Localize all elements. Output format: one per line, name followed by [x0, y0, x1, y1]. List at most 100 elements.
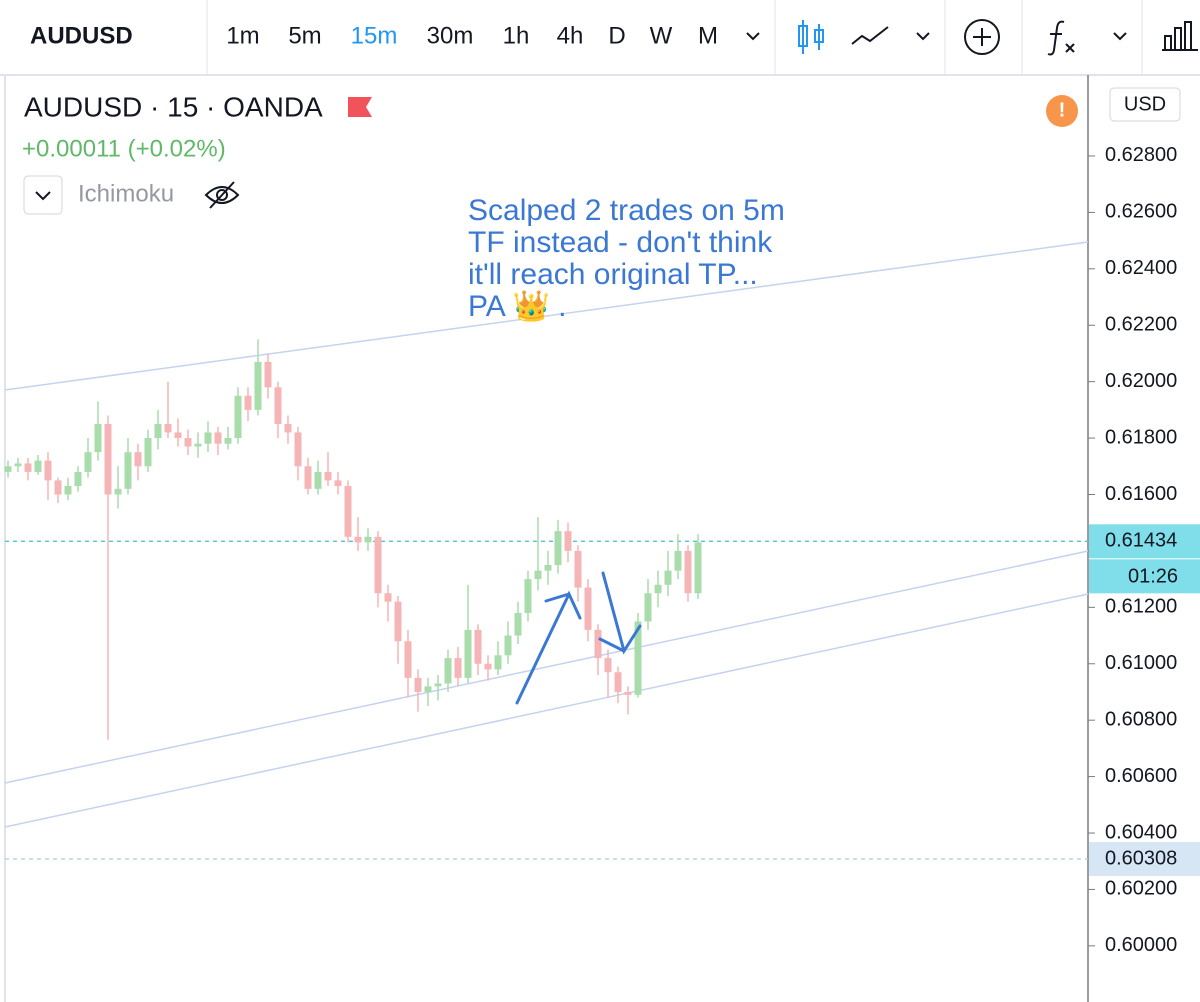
candle-body [94, 423, 102, 453]
candle-body [134, 452, 142, 467]
candle-body [634, 621, 642, 695]
arrows [515, 571, 642, 705]
candle-body [324, 471, 332, 481]
trend-line[interactable] [4, 593, 1089, 828]
currency-box[interactable] [1109, 87, 1181, 122]
annotation-line: it'll reach original TP... [468, 258, 758, 291]
candle-body [454, 658, 462, 678]
candle-body [254, 361, 262, 410]
candle-body [574, 550, 582, 588]
y-tick-label: 0.62400 [1105, 257, 1177, 279]
candle-body [374, 536, 382, 594]
interval[interactable]: W [650, 22, 673, 49]
y-tick-label: 0.62600 [1105, 201, 1177, 223]
currency[interactable]: USD [1124, 93, 1166, 115]
candle-body [544, 565, 552, 571]
candle-body [394, 601, 402, 642]
candle-body [614, 672, 622, 692]
candle-body [474, 629, 482, 664]
y-tick-label: 0.60000 [1105, 934, 1177, 956]
hide-icon[interactable] [204, 181, 240, 209]
arrow[interactable] [598, 637, 626, 653]
candle-body [294, 432, 302, 467]
candle-body [244, 395, 252, 410]
interval[interactable]: D [608, 22, 625, 49]
chevron [35, 191, 51, 201]
arrow[interactable] [544, 592, 571, 603]
candle-body [384, 593, 392, 602]
legend-change: +0.00011 (+0.02%) [22, 135, 226, 162]
candle-body [464, 629, 472, 678]
trend-line[interactable] [4, 550, 1089, 784]
annotation-line: PA 👑 . [468, 289, 567, 323]
candle-body [124, 452, 132, 489]
legend-title: AUDUSD · 15 · OANDA [24, 91, 323, 122]
y-tick-label: 0.60600 [1105, 765, 1177, 787]
line-icon[interactable] [851, 26, 889, 45]
fx-icon[interactable] [1047, 20, 1075, 56]
candle-body [84, 452, 92, 472]
interval[interactable]: 4h [557, 22, 584, 49]
candle-body [504, 635, 512, 656]
flag-icon[interactable] [348, 97, 372, 117]
drawings [4, 241, 1089, 828]
candle-body [554, 531, 562, 566]
annotation-line: TF instead - don't think [468, 226, 773, 259]
interval[interactable]: 15m [351, 22, 398, 49]
candle-body [354, 536, 362, 543]
candle-body [184, 438, 192, 447]
candle-body [344, 486, 352, 537]
interval[interactable]: 30m [427, 22, 474, 49]
candle-body [644, 593, 652, 622]
y-tick-label: 0.62000 [1105, 370, 1177, 392]
y-tick-label: 0.62200 [1105, 314, 1177, 336]
y-tick-label: 0.60800 [1105, 708, 1177, 730]
interval[interactable]: 5m [288, 22, 321, 49]
candle-body [174, 432, 182, 439]
chevron[interactable] [916, 32, 930, 41]
collapse-button[interactable] [23, 175, 63, 215]
candles [4, 339, 702, 740]
candle-body [524, 579, 532, 613]
candle-body [684, 550, 692, 594]
y-tick-label: 0.61200 [1105, 596, 1177, 618]
interval[interactable]: 1m [226, 22, 259, 49]
interval[interactable]: 1h [503, 22, 530, 49]
alert-mark: ! [1059, 99, 1066, 121]
candle-body [604, 658, 612, 673]
candle-body [424, 686, 432, 692]
candle-body [54, 480, 62, 495]
trend-line[interactable] [4, 241, 1089, 391]
chevron[interactable] [746, 32, 760, 41]
interval[interactable]: M [698, 22, 718, 49]
candle-body [114, 488, 122, 495]
candle-body [274, 387, 282, 424]
y-tick-label: 0.61000 [1105, 652, 1177, 674]
candle-body [404, 641, 412, 678]
candle-body [144, 438, 152, 467]
candle-body [264, 361, 272, 388]
compare-icon[interactable] [1162, 21, 1198, 51]
candle-icon[interactable] [798, 20, 824, 54]
candle-body [594, 629, 602, 659]
symbol[interactable]: AUDUSD [30, 22, 133, 49]
candle-body [304, 466, 312, 489]
candle-body [194, 443, 202, 447]
candle-body [484, 663, 492, 670]
candle-body [654, 584, 662, 594]
alert-icon[interactable] [1046, 95, 1078, 127]
y-tick-label: 0.60200 [1105, 878, 1177, 900]
price-axis: 0.60000 0.60200 0.60400 0.60600 0.60800 0.610… [5, 144, 1200, 956]
candle-body [444, 658, 452, 684]
candle-body [314, 471, 322, 489]
add-icon[interactable] [964, 19, 1000, 55]
candle-body [694, 542, 702, 594]
candle-body [674, 550, 682, 571]
candle-body [34, 460, 42, 472]
candle-body [434, 683, 442, 687]
chevron[interactable] [1113, 32, 1127, 41]
indicator-name: Ichimoku [78, 180, 174, 207]
candle-body [534, 570, 542, 580]
